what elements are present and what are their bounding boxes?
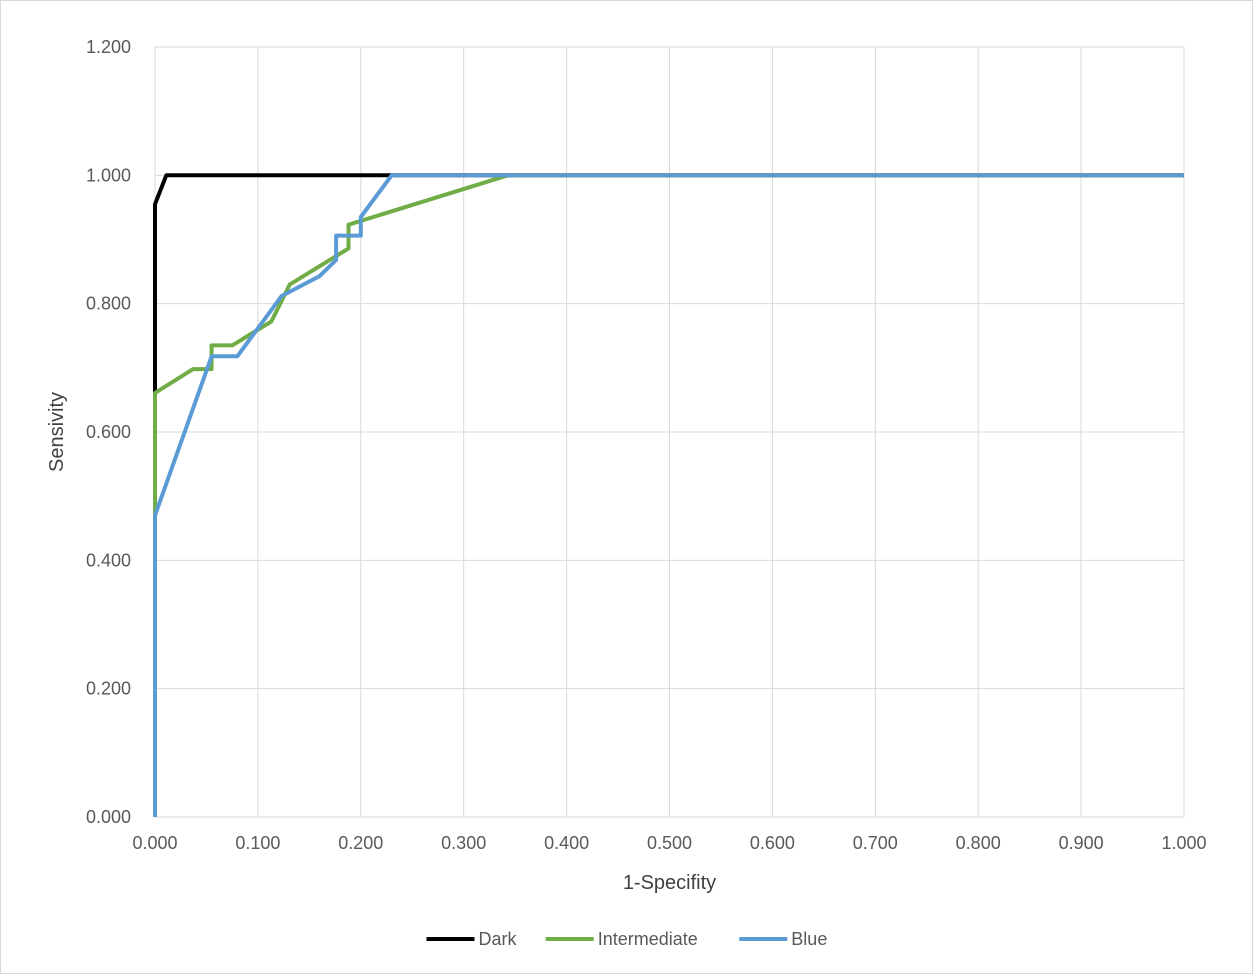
y-axis-title: Sensivity — [46, 392, 68, 472]
x-tick-label: 0.300 — [441, 833, 486, 853]
x-tick-label: 0.700 — [853, 833, 898, 853]
x-tick-label: 0.500 — [647, 833, 692, 853]
x-tick-label: 0.600 — [750, 833, 795, 853]
x-tick-label: 0.200 — [338, 833, 383, 853]
y-tick-label: 0.600 — [86, 422, 131, 442]
series-line-blue — [153, 173, 1184, 817]
x-axis-title: 1-Specifity — [623, 872, 716, 894]
x-tick-label: 0.000 — [132, 833, 177, 853]
x-tick-label: 0.800 — [956, 833, 1001, 853]
x-tick-label: 1.000 — [1161, 833, 1206, 853]
y-tick-label: 0.800 — [86, 294, 131, 314]
y-tick-label: 1.200 — [86, 37, 131, 57]
y-tick-label: 0.200 — [86, 679, 131, 699]
y-tick-label: 0.400 — [86, 550, 131, 570]
x-tick-label: 0.400 — [544, 833, 589, 853]
legend-label-intermediate: Intermediate — [598, 929, 698, 949]
legend-label-dark: Dark — [479, 929, 518, 949]
x-tick-label: 0.100 — [235, 833, 280, 853]
y-tick-label: 0.000 — [86, 807, 131, 827]
y-tick-label: 1.000 — [86, 165, 131, 185]
x-tick-label: 0.900 — [1059, 833, 1104, 853]
legend-label-blue: Blue — [791, 929, 827, 949]
